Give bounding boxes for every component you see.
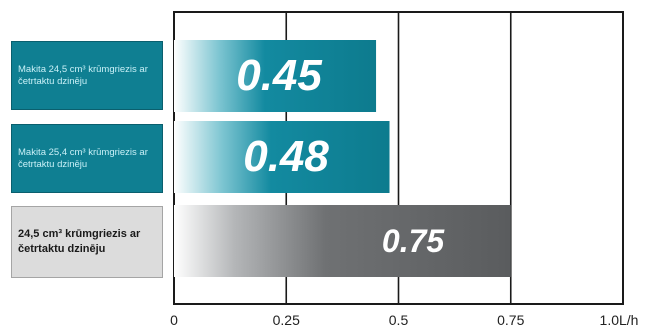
category-label-box: Makita 25,4 cm³ krūmgriezis ar četrtaktu… [11, 124, 163, 193]
category-label: Makita 24,5 cm³ krūmgriezis ar četrtaktu… [18, 63, 148, 87]
bar [174, 121, 390, 193]
category-label: 24,5 cm³ krūmgriezis ar četrtaktu dzinēj… [18, 228, 141, 255]
x-tick-label: 0.25 [272, 312, 300, 328]
x-tick-label: 0 [170, 312, 178, 328]
bar-value-label: 0.48 [243, 132, 329, 181]
category-label-box: Makita 24,5 cm³ krūmgriezis ar četrtaktu… [11, 41, 163, 110]
x-tick-label: 1.0L/h [599, 312, 639, 328]
category-label: Makita 25,4 cm³ krūmgriezis ar četrtaktu… [18, 146, 148, 170]
bar [174, 40, 377, 112]
x-tick-label: 0.5 [388, 312, 409, 328]
bar-value-label: 0.75 [381, 222, 445, 259]
x-tick-label: 0.75 [497, 312, 525, 328]
bar-value-label: 0.45 [236, 51, 322, 100]
category-label-box: 24,5 cm³ krūmgriezis ar četrtaktu dzinēj… [11, 206, 163, 278]
bar [174, 205, 511, 277]
